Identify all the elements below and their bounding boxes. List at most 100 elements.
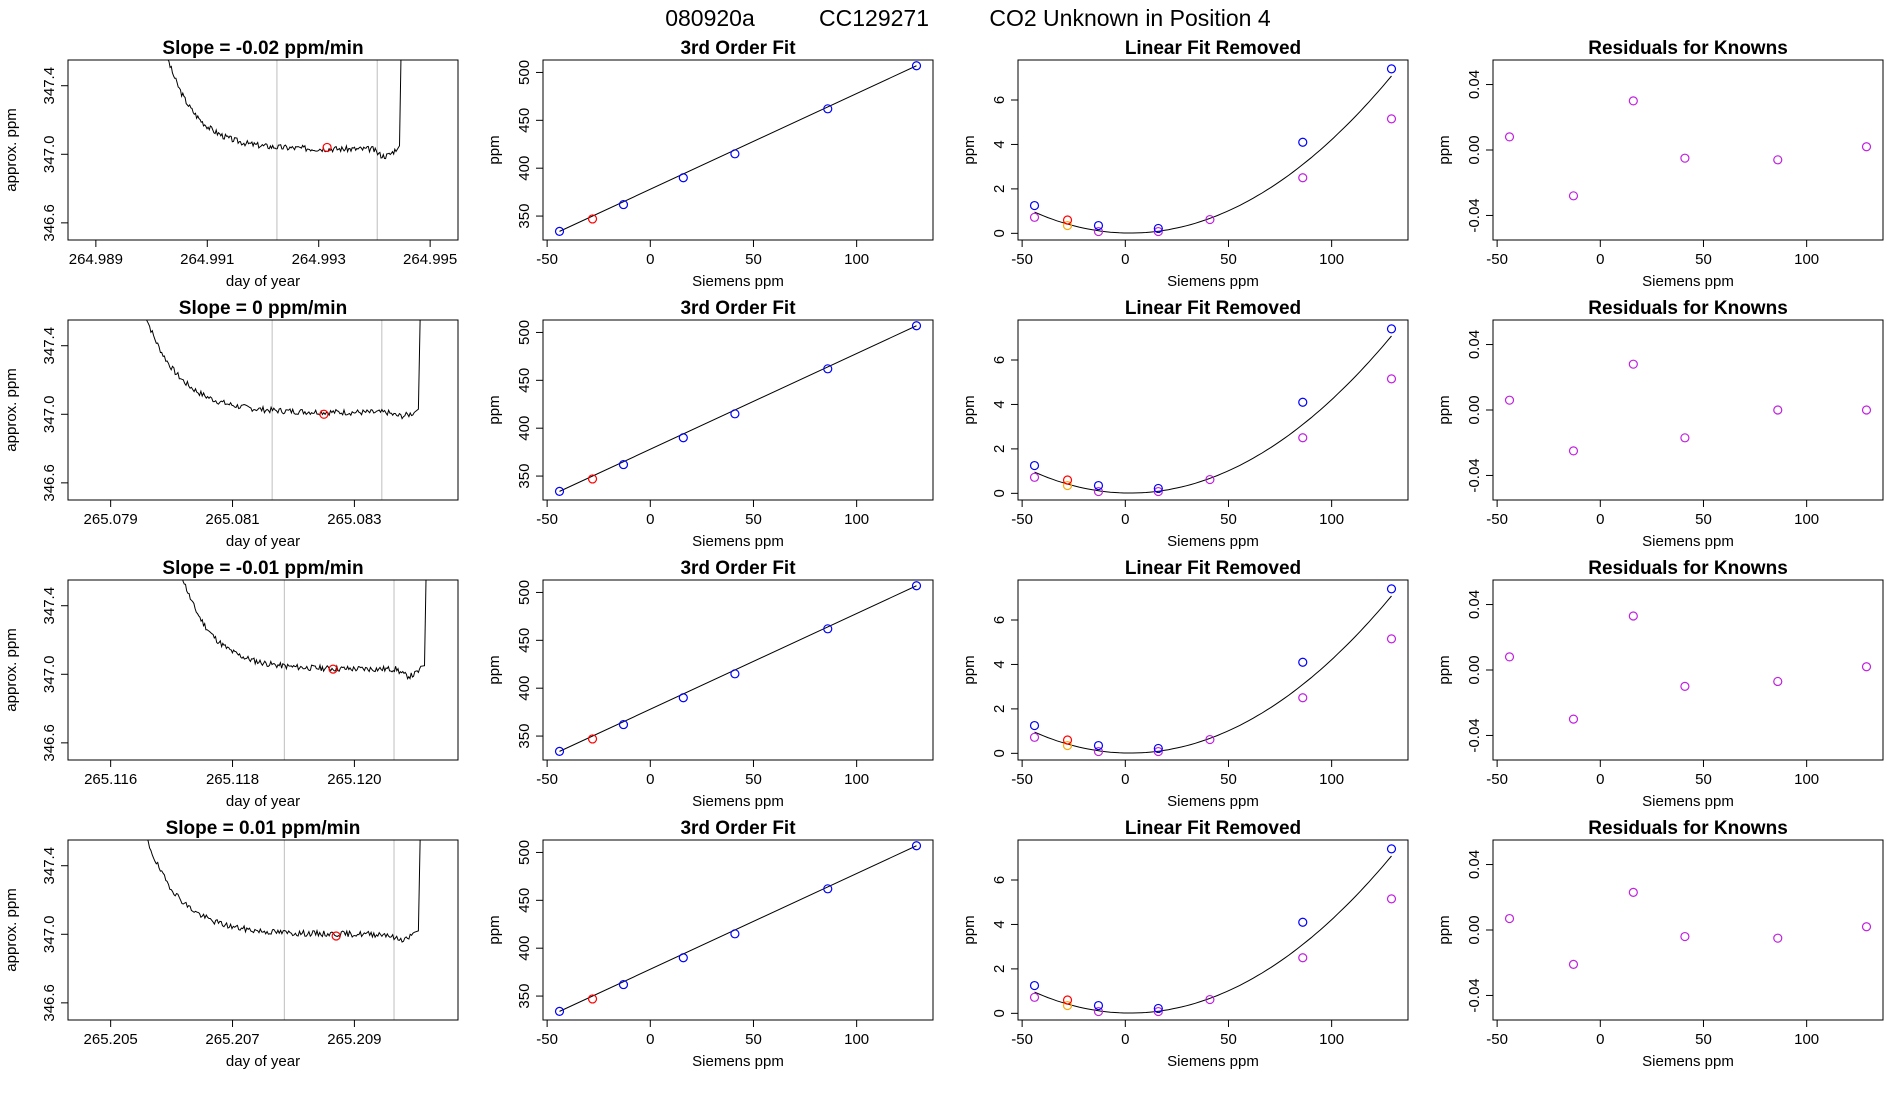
x-tick-label: 50: [1220, 251, 1237, 268]
sample-point: [1062, 735, 1073, 745]
standard-point: [618, 459, 629, 470]
x-tick-label: 100: [1319, 251, 1344, 268]
standard-point: [1029, 460, 1040, 471]
y-tick-label: 2: [991, 705, 1008, 713]
sample-point: [587, 734, 598, 744]
unknown-point: [1386, 114, 1397, 124]
y-tick-label: 400: [516, 156, 533, 181]
y-tick-label: 450: [516, 888, 533, 913]
y-tick-label: 6: [991, 96, 1008, 104]
sample-point: [587, 474, 598, 484]
x-tick-label: 100: [1319, 1031, 1344, 1048]
unknown-point: [1029, 992, 1040, 1002]
plot-frame: [1017, 59, 1409, 241]
panel-residuals-row4: Residuals for Knowns Siemens ppm ppm -50 0 50…: [1436, 818, 1884, 1070]
standard-point: [1298, 657, 1308, 667]
fit-line: [559, 845, 917, 1012]
mean-marker-point: [319, 409, 329, 419]
standard-point: [1386, 324, 1397, 334]
panel-title: 3rd Order Fit: [680, 558, 796, 579]
panel-title: Linear Fit Removed: [1125, 818, 1301, 839]
y-tick-label: 346.6: [41, 724, 58, 762]
x-tick-label: 0: [1596, 511, 1604, 528]
x-tick-label: 264.991: [180, 251, 234, 268]
x-tick-label: -50: [536, 771, 558, 788]
standard-point: [618, 979, 629, 990]
plot-area: [147, 840, 421, 1020]
x-tick-label: 265.081: [205, 511, 259, 528]
y-axis-label: ppm: [486, 395, 503, 424]
y-axis-label: ppm: [1436, 655, 1453, 684]
sample-point: [1062, 475, 1073, 485]
panel-title: 3rd Order Fit: [680, 818, 796, 839]
orange-point: [1062, 480, 1073, 491]
y-tick-label: 347.0: [41, 136, 58, 174]
x-axis-label: Siemens ppm: [692, 533, 784, 550]
x-tick-label: 0: [646, 1031, 654, 1048]
standard-point: [1386, 584, 1397, 594]
y-tick-label: 500: [516, 580, 533, 605]
fit-curve: [1034, 595, 1392, 754]
x-tick-label: -50: [1486, 511, 1508, 528]
y-tick-label: -0.04: [1466, 978, 1483, 1012]
standard-point: [911, 581, 922, 591]
x-tick-label: 50: [745, 1031, 762, 1048]
unknown-point: [1298, 433, 1308, 443]
panel-title: Slope = -0.01 ppm/min: [162, 558, 363, 579]
plot-area: [146, 320, 421, 500]
figure-title: 080920a CC129271 CO2 Unknown in Position…: [665, 5, 1271, 31]
unknown-point: [1386, 894, 1397, 904]
y-axis-label: ppm: [486, 915, 503, 944]
unknown-point: [1861, 142, 1872, 152]
y-tick-label: 0.00: [1466, 395, 1483, 424]
x-tick-label: -50: [536, 251, 558, 268]
x-axis-label: Siemens ppm: [1167, 793, 1259, 810]
plot-area: [1504, 887, 1872, 969]
sample-point: [1062, 215, 1073, 225]
y-tick-label: 400: [516, 936, 533, 961]
standard-point: [678, 173, 688, 183]
x-tick-label: 50: [745, 251, 762, 268]
y-tick-label: 0.04: [1466, 70, 1483, 99]
x-axis-label: Siemens ppm: [1642, 1053, 1734, 1070]
y-tick-label: 347.4: [41, 587, 58, 625]
x-tick-label: 264.989: [69, 251, 123, 268]
sample-point: [587, 994, 598, 1004]
unknown-point: [1205, 474, 1215, 485]
x-tick-label: 265.118: [206, 771, 259, 788]
x-tick-label: 50: [1220, 771, 1237, 788]
y-tick-label: 500: [516, 60, 533, 85]
unknown-point: [1773, 405, 1783, 415]
unknown-point: [1093, 746, 1104, 757]
plot-frame: [67, 839, 459, 1021]
y-tick-label: 500: [516, 320, 533, 345]
cylinder-id: CC129271: [819, 5, 929, 31]
standard-point: [1093, 740, 1104, 751]
panel-title: 3rd Order Fit: [680, 38, 796, 59]
y-axis-label: ppm: [486, 655, 503, 684]
unknown-point: [1568, 446, 1579, 456]
plot-area: [1504, 96, 1872, 201]
panel-trace-row2: Slope = 0 ppm/min day of year approx. ppm 2…: [3, 298, 459, 550]
y-tick-label: 347.0: [41, 396, 58, 434]
x-tick-label: -50: [1486, 251, 1508, 268]
standard-point: [1093, 480, 1104, 491]
panel-title: Linear Fit Removed: [1125, 298, 1301, 319]
plot-area: [1029, 324, 1397, 497]
x-tick-label: 0: [646, 251, 654, 268]
plot-frame: [1492, 579, 1884, 761]
plot-area: [554, 61, 922, 236]
y-tick-label: 347.4: [41, 67, 58, 105]
y-tick-label: 350: [516, 724, 533, 749]
x-axis-label: day of year: [226, 533, 300, 550]
standard-point: [1029, 980, 1040, 991]
x-tick-label: 100: [844, 511, 869, 528]
standard-point: [678, 693, 688, 703]
x-tick-label: 100: [1794, 251, 1819, 268]
unknown-point: [1153, 746, 1163, 757]
x-tick-label: 264.995: [403, 251, 457, 268]
fit-curve: [1034, 855, 1392, 1014]
y-tick-label: 0: [991, 229, 1008, 237]
plot-frame: [1492, 59, 1884, 241]
